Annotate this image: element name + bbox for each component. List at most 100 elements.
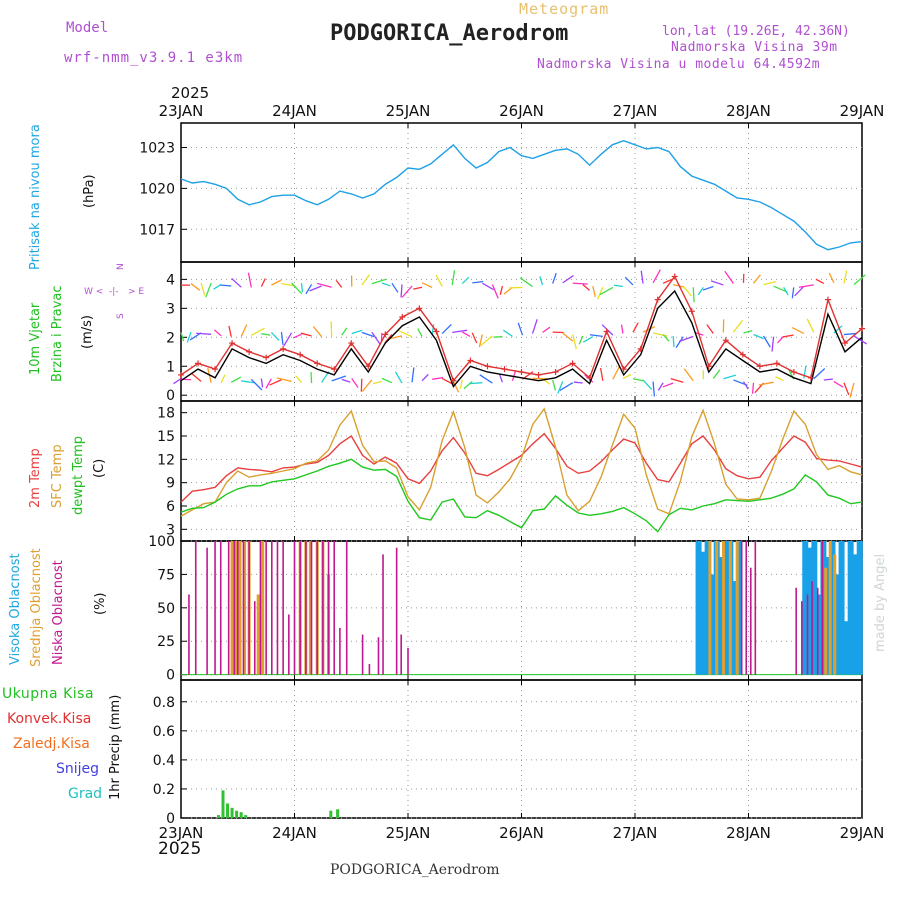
wind-arrow	[853, 274, 866, 286]
compass-mid: -|-	[109, 287, 119, 297]
wind-arrow	[213, 283, 222, 290]
wind-arrow	[640, 270, 644, 284]
wind-arrow	[753, 274, 761, 284]
bar-high	[695, 541, 702, 675]
series-mslp	[180, 139, 863, 251]
gust-marker	[297, 351, 304, 358]
bar-low	[305, 541, 307, 675]
wind-arrow	[849, 382, 855, 398]
wind-arrow	[562, 275, 574, 284]
y-tick-label: 0	[166, 388, 175, 404]
y-tick-label: 15	[157, 429, 175, 445]
wind-arrow	[683, 368, 694, 382]
wind-arrow	[622, 373, 632, 380]
wind-arrow	[612, 365, 621, 380]
wind-arrow	[270, 331, 280, 341]
bar-low	[265, 541, 267, 675]
wind-arrow	[753, 333, 764, 340]
bar-high	[843, 621, 850, 675]
wind-arrow	[519, 277, 533, 288]
x-tick-label-bottom: 29JAN	[840, 824, 885, 842]
wind-arrow	[260, 278, 266, 287]
gust-marker	[603, 328, 610, 335]
legend-snow: Snijeg	[56, 761, 100, 777]
wind-arrow	[794, 285, 805, 297]
bar-low	[310, 541, 313, 675]
wind-arrow	[250, 378, 263, 391]
gust-marker	[773, 360, 780, 367]
wind-arrow	[459, 379, 463, 389]
bar-low	[214, 541, 216, 675]
wind-arrow	[400, 284, 403, 298]
wind-arrow	[632, 322, 639, 333]
bar-low	[227, 541, 230, 675]
bar-low	[327, 541, 330, 675]
bar-low	[333, 541, 336, 675]
wind-arrow	[517, 322, 524, 336]
y-tick-label: 3	[166, 522, 175, 538]
x-tick-label-top: 27JAN	[613, 102, 658, 120]
coords-label: lon,lat (19.26E, 42.36N)	[662, 24, 850, 39]
bar-low	[745, 541, 748, 675]
wind-arrow	[775, 376, 784, 382]
gust-marker	[467, 357, 474, 364]
bar-low	[368, 663, 371, 675]
legend-hail: Grad	[68, 786, 103, 802]
gust-marker	[586, 374, 593, 381]
wind-arrow	[265, 378, 272, 389]
wind-arrow	[317, 282, 332, 288]
wind-arrow	[552, 379, 557, 391]
wind-arrow	[421, 282, 433, 289]
wind-arrow	[241, 380, 255, 384]
x-tick-label-bottom: 25JAN	[386, 824, 431, 842]
wind-arrow	[843, 382, 850, 396]
wind-arrow	[632, 378, 644, 382]
bar-low	[236, 541, 239, 675]
wind-arrow	[712, 369, 721, 379]
wind-arrow	[582, 284, 591, 291]
bar-low	[345, 541, 348, 675]
y-tick-label: 0.6	[153, 724, 175, 740]
y-tick-label: 1017	[139, 222, 175, 238]
bar-mid	[238, 541, 242, 675]
wind-arrow	[213, 329, 222, 337]
wind-arrow	[361, 331, 375, 338]
gust-marker	[365, 363, 372, 370]
bar-high	[815, 594, 822, 675]
gust-marker	[654, 296, 661, 303]
wind-arrow	[461, 276, 470, 285]
wind-arrow	[295, 375, 303, 384]
wind-arrow	[803, 365, 807, 379]
x-tick-label-top: 29JAN	[840, 102, 885, 120]
bar-low	[288, 614, 290, 675]
wind-arrow	[435, 274, 443, 287]
gust-marker	[331, 366, 338, 373]
wind-arrow	[463, 380, 473, 390]
wind-arrow	[300, 332, 312, 337]
bar-low	[322, 541, 324, 675]
wind-arrow	[777, 335, 785, 344]
wind-arrow	[697, 287, 704, 296]
wind-arrow	[283, 332, 293, 347]
wind-arrow	[798, 284, 814, 288]
wind-arrow	[180, 332, 185, 342]
wind-arrow	[305, 284, 313, 295]
wind-arrow	[478, 334, 483, 348]
y-tick-label: 6	[166, 499, 175, 515]
wind-arrow	[247, 272, 252, 288]
wind-arrow	[281, 283, 295, 287]
x-tick-label-bottom: 27JAN	[613, 824, 658, 842]
wind-arrow	[572, 334, 577, 350]
wind-arrow	[723, 374, 737, 380]
wind-arrow	[742, 381, 749, 390]
bar-high	[852, 554, 859, 675]
bar-low	[407, 647, 409, 675]
wind-arrow	[351, 378, 359, 388]
wind-arrow	[853, 335, 868, 345]
panel-clouds: 0 25 50 75 100	[148, 534, 863, 684]
bar-mid	[735, 541, 739, 675]
gust-marker	[246, 348, 253, 355]
wind-arrow	[361, 379, 373, 392]
wind-arrow	[782, 334, 794, 338]
gust-marker	[637, 345, 644, 352]
